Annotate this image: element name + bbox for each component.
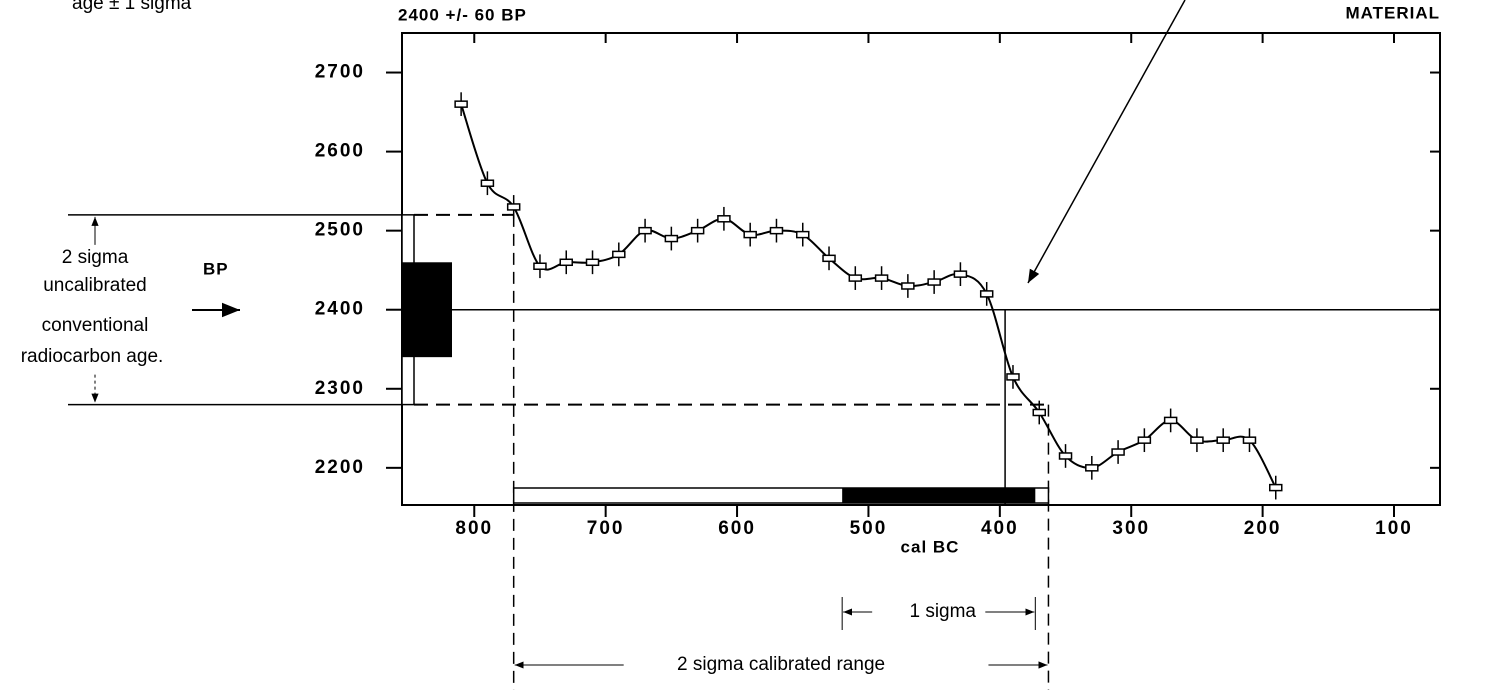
data-point xyxy=(1032,408,1047,417)
data-point xyxy=(690,226,705,235)
y-tick-label: 2200 xyxy=(315,457,365,478)
data-point xyxy=(1216,436,1230,444)
data-point xyxy=(874,274,889,282)
data-point xyxy=(927,278,941,286)
x-tick-label: 300 xyxy=(1112,518,1150,539)
data-point xyxy=(979,290,994,298)
data-point xyxy=(506,203,521,211)
data-point xyxy=(901,282,915,290)
one-sigma-label: 1 sigma xyxy=(909,601,976,622)
left-note: conventional xyxy=(42,315,149,336)
data-point xyxy=(822,254,836,263)
top-note: age ± 1 sigma xyxy=(72,0,192,14)
pointer-arrow xyxy=(1027,0,1186,284)
data-point xyxy=(1137,436,1152,444)
x-tick-label: 400 xyxy=(981,518,1019,539)
data-point xyxy=(717,215,731,223)
x-tick-label: 100 xyxy=(1375,518,1413,539)
data-point xyxy=(848,274,863,282)
data-point xyxy=(638,226,652,235)
y-label: BP xyxy=(203,259,229,278)
one-sigma-bar xyxy=(842,488,1036,503)
plot-frame xyxy=(401,32,1441,506)
two-sigma-label: 2 sigma calibrated range xyxy=(677,654,885,675)
calibration-curve xyxy=(460,103,1277,489)
data-point xyxy=(769,226,784,235)
x-tick-label: 600 xyxy=(718,518,756,539)
x-tick-label: 200 xyxy=(1244,518,1282,539)
left-note: uncalibrated xyxy=(43,275,147,296)
data-point xyxy=(1190,436,1204,444)
data-point xyxy=(612,250,626,259)
data-point xyxy=(1111,448,1125,456)
y-tick-label: 2400 xyxy=(315,299,365,320)
data-point xyxy=(1085,464,1099,472)
left-note: 2 sigma xyxy=(62,247,129,268)
data-point xyxy=(480,179,495,187)
y-tick-label: 2600 xyxy=(315,141,365,162)
data-point xyxy=(1058,452,1073,460)
data-point xyxy=(953,270,968,278)
data-point xyxy=(1242,436,1257,444)
x-tick-label: 700 xyxy=(587,518,625,539)
data-point xyxy=(795,230,810,239)
data-point xyxy=(1006,373,1020,381)
data-point xyxy=(559,258,573,267)
data-point xyxy=(585,258,600,267)
x-tick-label: 800 xyxy=(455,518,493,539)
chart-title: 2400 +/- 60 BP xyxy=(398,5,527,24)
x-label: cal BC xyxy=(901,537,960,556)
data-point xyxy=(1163,416,1178,425)
y-tick-label: 2500 xyxy=(315,220,365,241)
x-tick-label: 500 xyxy=(850,518,888,539)
data-point xyxy=(454,100,468,108)
data-point xyxy=(533,262,547,270)
data-point xyxy=(664,234,679,243)
data-point xyxy=(1269,483,1283,492)
corner-label: MATERIAL xyxy=(1345,3,1440,22)
y-tick-label: 2300 xyxy=(315,378,365,399)
data-point xyxy=(743,230,757,239)
y-tick-label: 2700 xyxy=(315,62,365,83)
left-note: radiocarbon age. xyxy=(21,346,164,367)
